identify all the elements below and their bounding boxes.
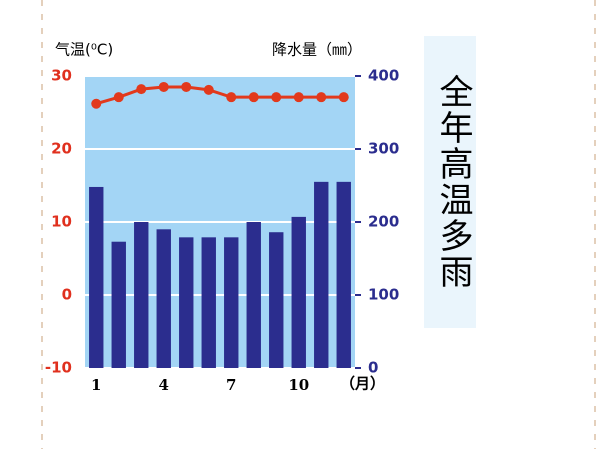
- bar: [111, 241, 126, 368]
- y2-tick-label: 400: [368, 67, 399, 85]
- point: [181, 81, 192, 92]
- bar: [201, 237, 216, 368]
- y2-tick-label: 0: [368, 359, 378, 377]
- point: [136, 84, 147, 95]
- x-axis-label: （月）: [340, 375, 385, 393]
- point: [338, 92, 349, 103]
- y-tick-label: 20: [51, 140, 72, 158]
- point: [226, 92, 237, 103]
- y2-axis-label: 降水量（㎜）: [272, 41, 362, 59]
- y-axis-label: 气温(⁰C): [55, 41, 113, 59]
- x-tick-label: 10: [288, 376, 309, 394]
- bar: [156, 229, 171, 368]
- point: [91, 98, 102, 109]
- bar: [269, 232, 284, 368]
- point: [158, 81, 169, 92]
- x-tick-label: 7: [226, 376, 236, 394]
- point: [271, 92, 282, 103]
- y2-tick-label: 200: [368, 213, 399, 231]
- bar: [89, 186, 104, 368]
- y-tick-label: 10: [51, 213, 72, 231]
- bar: [246, 222, 261, 368]
- x-tick-label: 1: [91, 376, 101, 394]
- y-tick-label: 30: [51, 67, 72, 85]
- bar: [134, 222, 149, 368]
- point: [316, 92, 327, 103]
- bar: [224, 237, 239, 368]
- bar: [291, 216, 306, 368]
- point: [248, 92, 259, 103]
- bar: [179, 237, 194, 368]
- y2-tick-label: 100: [368, 286, 399, 304]
- annotation: 全年高温多雨: [424, 36, 476, 328]
- point: [293, 92, 304, 103]
- point: [203, 84, 214, 95]
- point: [113, 92, 124, 103]
- y-tick-label: -10: [45, 359, 72, 377]
- bar: [336, 181, 351, 368]
- bar: [314, 181, 329, 368]
- x-tick-label: 4: [159, 376, 169, 394]
- y-tick-label: 0: [62, 286, 72, 304]
- y2-tick-label: 300: [368, 140, 399, 158]
